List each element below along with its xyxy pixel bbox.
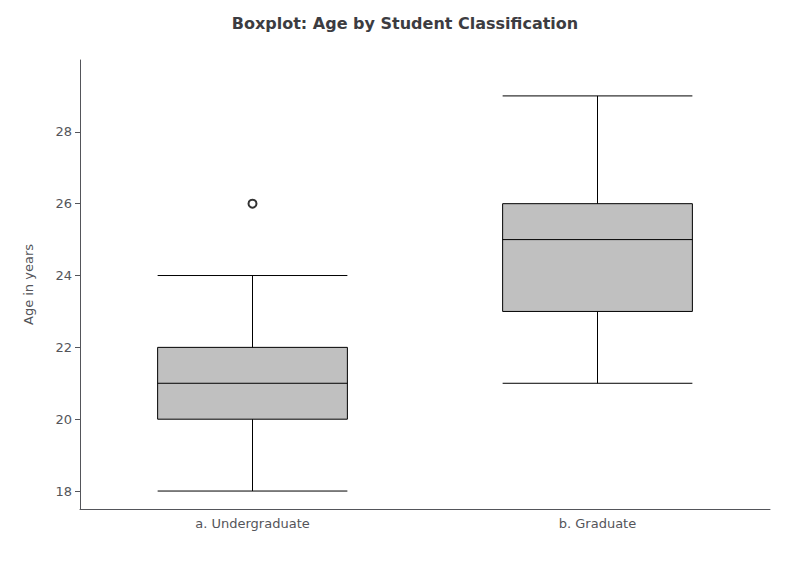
svg-text:Age in years: Age in years [21,244,36,325]
svg-text:24: 24 [55,268,72,283]
svg-text:18: 18 [55,484,72,499]
svg-text:Boxplot: Age by Student Classi: Boxplot: Age by Student Classification [232,14,578,33]
svg-text:26: 26 [55,196,72,211]
svg-text:b. Graduate: b. Graduate [559,516,636,531]
svg-text:28: 28 [55,124,72,139]
svg-text:20: 20 [55,412,72,427]
svg-text:a. Undergraduate: a. Undergraduate [195,516,309,531]
svg-text:22: 22 [55,340,72,355]
